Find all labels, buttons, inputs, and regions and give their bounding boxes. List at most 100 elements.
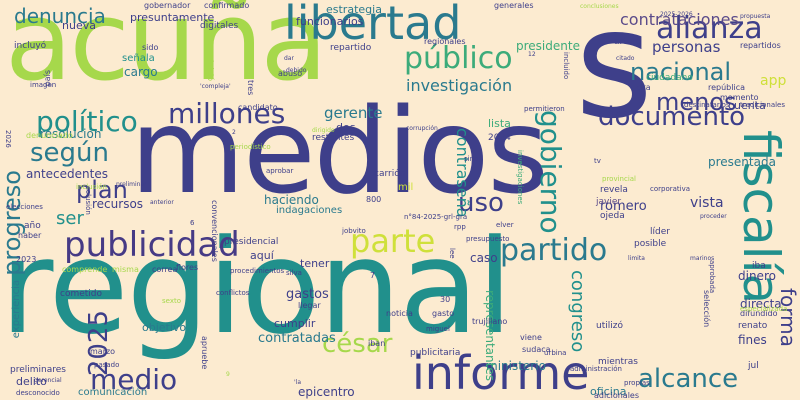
word: marinos — [690, 255, 715, 262]
word: tres — [246, 80, 255, 96]
word: directa — [740, 297, 782, 311]
word: sudaca — [522, 345, 551, 354]
word: parte — [350, 222, 436, 260]
word: denuncia — [14, 4, 106, 28]
word: alianza — [656, 11, 763, 46]
word: dar — [284, 55, 294, 62]
word: informe — [412, 346, 590, 400]
word: conflictos — [216, 289, 250, 297]
word: dos — [336, 121, 356, 134]
word: arturo — [614, 37, 642, 47]
word: líder — [650, 227, 670, 237]
word: haciendo — [264, 193, 319, 207]
word: corrupción — [406, 125, 438, 132]
word: lee — [448, 248, 456, 259]
word: s — [575, 0, 654, 152]
word: anterior — [150, 199, 174, 206]
word: aquí — [250, 249, 274, 262]
word: delito — [16, 375, 47, 388]
word: alcance — [638, 364, 739, 394]
word: contrataciones — [620, 10, 739, 29]
word: medio — [90, 363, 178, 396]
word: cuenta — [728, 99, 766, 112]
word: revela — [600, 185, 628, 195]
word: epicentro — [298, 385, 355, 399]
word: partido — [500, 233, 608, 268]
word: selección — [702, 290, 711, 328]
word: experiencia — [11, 280, 22, 339]
word: antecedentes — [26, 167, 108, 181]
word: presentada — [708, 155, 776, 169]
word: abuso — [278, 69, 303, 78]
word: personas — [652, 38, 721, 56]
word: dinero — [738, 269, 776, 283]
word: público — [404, 41, 513, 76]
word: recursos — [92, 197, 144, 211]
word: correa — [152, 265, 178, 274]
word: plan — [76, 176, 128, 204]
word: presuntamente — [130, 11, 215, 24]
word: javier — [596, 197, 622, 207]
word: cometido — [60, 289, 103, 299]
word: difundido — [740, 309, 778, 318]
word: tv — [594, 157, 601, 165]
word: mil — [398, 182, 414, 193]
word: estrategia — [326, 3, 382, 16]
word: sido — [142, 43, 159, 52]
word: inició — [206, 60, 215, 82]
word: conclusiones — [580, 3, 619, 10]
word: ciudadano — [646, 73, 693, 83]
word: comunicación — [78, 387, 148, 398]
word: contraseña — [453, 128, 472, 218]
word: pasado — [94, 361, 120, 369]
word: especializada — [740, 305, 788, 313]
word: gastos — [286, 287, 329, 302]
word: contratadas — [258, 331, 336, 346]
word: permitieron — [524, 105, 565, 113]
word: jul — [748, 361, 759, 371]
word: fiscalía — [732, 130, 790, 305]
word: mientras — [598, 357, 638, 367]
word: congreso — [567, 270, 588, 353]
word: uso — [458, 188, 504, 218]
word: generales — [494, 1, 534, 10]
word: debido — [286, 67, 307, 74]
word: romero — [600, 199, 647, 214]
word: marzo — [90, 347, 116, 356]
word: iban — [368, 339, 386, 348]
word: año — [24, 221, 41, 231]
word: 2 — [232, 129, 236, 136]
word: renato — [738, 321, 768, 331]
word: 12 — [528, 51, 536, 58]
word: gasto — [432, 309, 455, 318]
word: jobvito — [342, 227, 366, 235]
word: ministerio — [486, 359, 546, 373]
word: 7 — [370, 271, 376, 280]
word: cumplir — [274, 317, 316, 330]
word: nueva — [62, 19, 96, 32]
word: sexto — [162, 297, 182, 305]
word: 9 — [226, 371, 230, 378]
word: representantes — [483, 290, 497, 381]
word: carrión — [374, 169, 406, 179]
word: regionales — [424, 37, 466, 46]
word: césar — [322, 329, 393, 359]
word: menos — [656, 88, 737, 116]
word: imagen — [30, 81, 57, 89]
word: según — [30, 138, 110, 168]
word: procedimientos — [230, 267, 285, 275]
word: preliminar — [116, 181, 147, 188]
word: ojeda — [600, 211, 625, 221]
word: comprende — [62, 265, 108, 274]
word: propias — [624, 379, 650, 387]
word: iba — [752, 261, 766, 271]
word: elecciones — [6, 203, 43, 211]
word: colusión — [84, 186, 92, 215]
word: corporativa — [650, 185, 691, 193]
word: señala — [122, 53, 155, 64]
word: forma — [776, 288, 800, 347]
word: tradicionales — [740, 101, 786, 109]
word: desconocido — [16, 389, 60, 397]
word: 800 — [366, 195, 382, 204]
